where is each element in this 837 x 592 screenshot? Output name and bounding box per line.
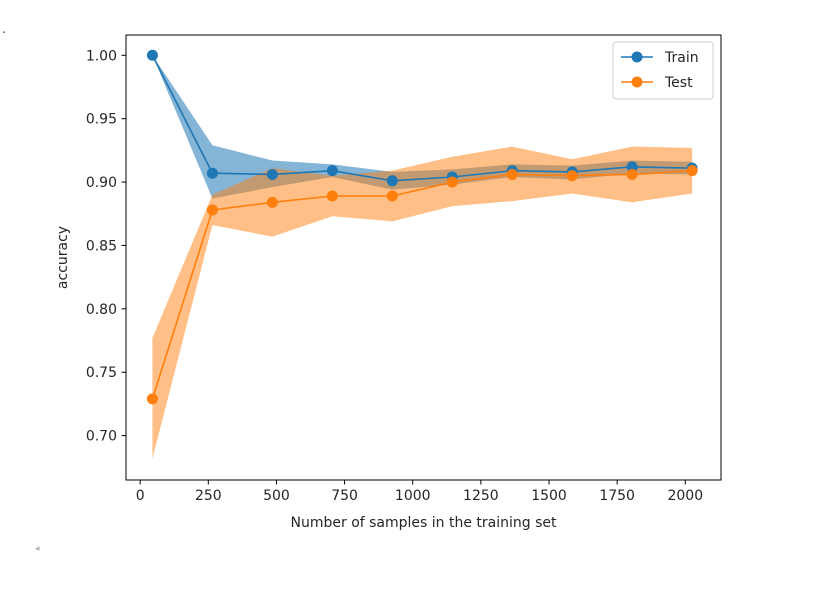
y-axis-label: accuracy [55,226,71,289]
legend-test-label: Test [664,75,693,91]
test-point [326,190,338,202]
series-markers [146,49,698,405]
y-tick-label: 0.90 [86,175,117,191]
test-point [386,190,398,202]
x-tick-label: 250 [195,488,222,504]
train-point [386,175,398,187]
x-tick-label: 0 [136,488,145,504]
train-confidence-band [152,55,693,199]
plot-frame [125,34,722,481]
scroll-left-icon[interactable]: ◂ [35,544,40,554]
test-point [206,204,218,216]
train-line [151,54,693,182]
legend-test-marker [631,76,643,88]
y-tick-label: 0.85 [86,238,117,254]
train-point [266,168,278,180]
legend-train-label: Train [664,50,699,66]
test-point [686,165,698,177]
y-tick-label: 1.00 [86,48,117,64]
legend: Train Test [612,41,714,100]
x-axis-label: Number of samples in the training set [291,515,558,531]
test-point [446,176,458,188]
y-tick-label: 0.80 [86,302,117,318]
test-point [566,170,578,182]
train-point [206,167,218,179]
test-confidence-band [152,146,693,459]
series-lines [151,54,693,400]
train-point [626,161,638,173]
test-point [146,393,158,405]
x-tick-label: 2000 [667,488,703,504]
x-axis-ticks: 0 250 500 750 1000 1250 1500 1750 2000 [136,480,703,504]
test-point [626,168,638,180]
x-tick-label: 500 [263,488,290,504]
y-tick-label: 0.70 [86,429,117,445]
x-tick-label: 1000 [395,488,431,504]
legend-train-marker [631,51,643,63]
y-tick-label: 0.75 [86,365,117,381]
test-point [506,168,518,180]
y-axis-ticks: 0.70 0.75 0.80 0.85 0.90 0.95 1.00 [86,48,126,445]
test-point [266,196,278,208]
y-tick-label: 0.95 [86,112,117,128]
test-line [151,169,693,400]
x-tick-label: 1250 [463,488,499,504]
x-tick-label: 750 [331,488,358,504]
confidence-bands [152,55,693,459]
train-point [146,49,158,61]
x-tick-label: 1500 [531,488,567,504]
train-point [326,165,338,177]
corner-mark: . [2,22,6,36]
x-tick-label: 1750 [599,488,635,504]
